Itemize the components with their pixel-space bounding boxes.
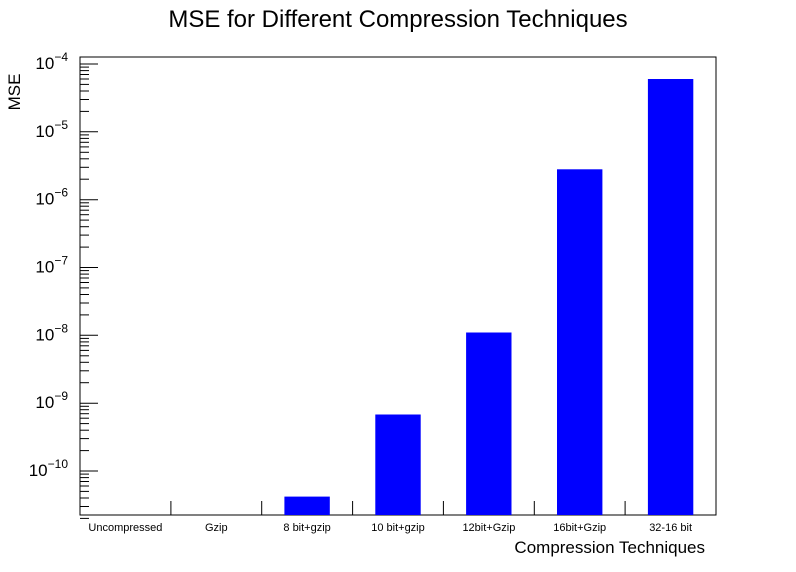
bars-group: [284, 79, 694, 516]
bar-2: [284, 496, 330, 515]
y-tick-label: 10−8: [35, 321, 68, 344]
x-tick-label: 12bit+Gzip: [462, 522, 515, 534]
y-tick-label: 10−7: [35, 254, 68, 277]
y-tick-label: 10−6: [35, 186, 68, 209]
bar-3: [375, 414, 421, 515]
y-tick-label: 10−9: [35, 389, 68, 412]
y-axis: 10−10 10−9 10−8 10−7 10−6 10−5 10−4: [29, 50, 98, 519]
x-tick-label: 16bit+Gzip: [553, 522, 606, 534]
x-tick-label: 32-16 bit: [649, 522, 692, 534]
chart-title: MSE for Different Compression Techniques: [168, 6, 627, 33]
y-tick-label: 10−5: [35, 118, 68, 141]
y-tick-label: 10−4: [35, 50, 68, 73]
x-tick-label: Uncompressed: [88, 522, 162, 534]
x-tick-label: Gzip: [205, 522, 228, 534]
bar-5: [557, 169, 603, 516]
bar-4: [466, 332, 512, 515]
bar-6: [647, 79, 694, 515]
x-tick-label: 10 bit+gzip: [371, 522, 425, 534]
x-axis: Uncompressed Gzip 8 bit+gzip 10 bit+gzip 12b…: [88, 501, 692, 534]
x-tick-label: 8 bit+gzip: [283, 522, 330, 534]
y-axis-label: MSE: [5, 74, 24, 111]
x-axis-label: Compression Techniques: [514, 538, 705, 557]
y-tick-label: 10−10: [29, 457, 69, 480]
